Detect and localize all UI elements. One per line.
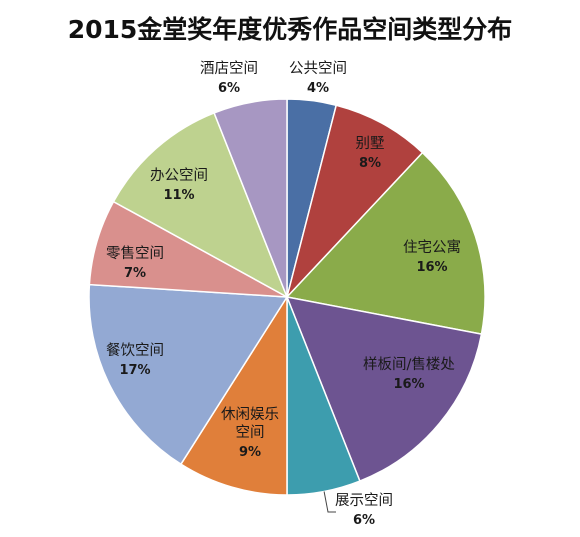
pie-slice bbox=[285, 151, 486, 335]
slice-label: 酒店空间 6% bbox=[200, 60, 258, 96]
chart-title: 2015金堂奖年度优秀作品空间类型分布 bbox=[68, 15, 513, 44]
slice-percent-label: 11% bbox=[163, 188, 194, 203]
slice-percent-label: 17% bbox=[119, 363, 150, 378]
slice-percent-label: 8% bbox=[359, 156, 381, 171]
slice-label: 别墅 8% bbox=[356, 135, 385, 171]
slice-label: 餐饮空间 17% bbox=[106, 342, 164, 378]
slice-percent-label: 9% bbox=[239, 445, 261, 460]
slice-label: 样板间/售楼处 16% bbox=[363, 355, 455, 392]
slice-percent-label: 4% bbox=[307, 81, 329, 96]
slice-category-label: 休闲娱乐 bbox=[221, 406, 279, 423]
slice-percent-label: 6% bbox=[218, 81, 240, 96]
pie-slice bbox=[285, 296, 483, 483]
slice-category-label: 酒店空间 bbox=[200, 60, 258, 77]
slice-category-label: 展示空间 bbox=[335, 492, 393, 509]
slice-percent-label: 7% bbox=[124, 266, 146, 281]
slice-category-label: 餐饮空间 bbox=[106, 342, 164, 359]
slice-category-label: 零售空间 bbox=[106, 245, 164, 262]
slice-percent-label: 16% bbox=[393, 377, 424, 392]
slice-label: 住宅公寓 16% bbox=[403, 238, 461, 275]
pie-slice bbox=[286, 104, 424, 298]
leader-line bbox=[323, 491, 336, 513]
pie-slice bbox=[88, 283, 289, 466]
slice-category-label: 样板间/售楼处 bbox=[363, 355, 455, 373]
slice-category-label: 公共空间 bbox=[289, 60, 347, 77]
pie-slice bbox=[112, 111, 289, 299]
slice-label: 零售空间 7% bbox=[106, 245, 164, 281]
pie-slice bbox=[213, 98, 288, 298]
slice-category-label: 别墅 bbox=[356, 135, 385, 152]
slice-category-label: 空间 bbox=[236, 424, 265, 441]
slice-category-label: 住宅公寓 bbox=[403, 238, 461, 256]
slice-category-label: 办公空间 bbox=[150, 167, 208, 184]
pie-slice bbox=[179, 294, 288, 496]
slice-percent-label: 6% bbox=[353, 513, 375, 528]
slice-label: 展示空间 6% bbox=[335, 492, 393, 528]
slice-label: 办公空间 11% bbox=[150, 167, 208, 203]
slice-label: 公共空间 4% bbox=[289, 60, 347, 96]
slice-percent-label: 16% bbox=[416, 260, 447, 275]
